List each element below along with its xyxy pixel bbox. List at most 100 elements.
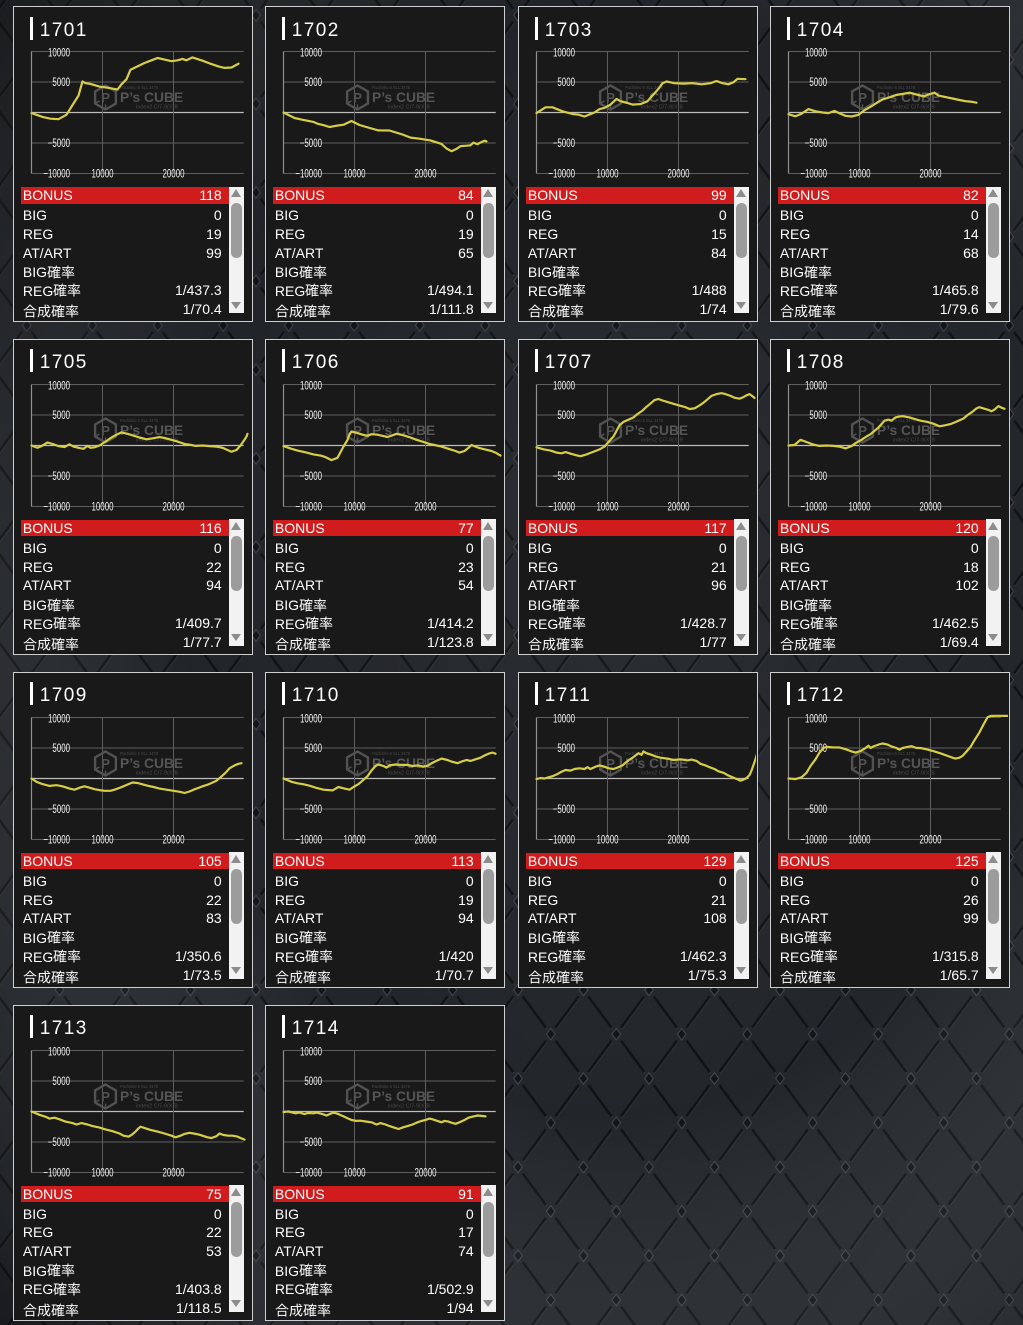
svg-text:10000: 10000 [805, 380, 827, 393]
svg-text:P’s CUBE: P’s CUBE [625, 756, 688, 771]
svg-text:10000: 10000 [300, 713, 322, 726]
svg-text:−5000: −5000 [48, 470, 70, 483]
svg-text:5000: 5000 [304, 409, 322, 422]
svg-text:−10000: −10000 [43, 501, 70, 514]
svg-text:20000: 20000 [414, 834, 436, 847]
svg-text:−10000: −10000 [295, 1167, 322, 1180]
svg-text:20000: 20000 [162, 834, 184, 847]
svg-text:Pachinko 5 SLL 3478: Pachinko 5 SLL 3478 [877, 418, 916, 423]
svg-text:10000: 10000 [343, 834, 365, 847]
svg-text:P: P [353, 1089, 362, 1104]
svg-text:10000: 10000 [48, 380, 70, 393]
svg-text:20000: 20000 [162, 501, 184, 514]
svg-text:20000: 20000 [667, 501, 689, 514]
svg-text:20000: 20000 [414, 168, 436, 181]
svg-text:20000: 20000 [414, 1167, 436, 1180]
svg-text:−10000: −10000 [548, 834, 575, 847]
svg-text:index2 C/7-9(X)B: index2 C/7-9(X)B [641, 105, 684, 111]
svg-text:−5000: −5000 [48, 803, 70, 816]
svg-text:P: P [101, 1089, 110, 1104]
svg-text:−10000: −10000 [800, 168, 827, 181]
svg-text:5000: 5000 [557, 742, 575, 755]
svg-text:−10000: −10000 [295, 168, 322, 181]
svg-text:−10000: −10000 [548, 168, 575, 181]
svg-text:10000: 10000 [553, 47, 575, 60]
svg-text:index2 C/7-9(X)B: index2 C/7-9(X)B [136, 105, 179, 111]
svg-text:20000: 20000 [162, 168, 184, 181]
svg-text:5000: 5000 [304, 1075, 322, 1088]
svg-text:Pachinko 5 SLL 3478: Pachinko 5 SLL 3478 [120, 418, 159, 423]
svg-text:20000: 20000 [667, 834, 689, 847]
svg-text:Pachinko 5 SLL 3478: Pachinko 5 SLL 3478 [372, 751, 411, 756]
svg-text:index2 C/7-9(X)B: index2 C/7-9(X)B [136, 1103, 179, 1109]
svg-text:20000: 20000 [414, 501, 436, 514]
svg-text:−5000: −5000 [300, 137, 322, 150]
svg-text:−5000: −5000 [48, 137, 70, 150]
svg-text:Pachinko 5 SLL 3478: Pachinko 5 SLL 3478 [372, 85, 411, 90]
svg-text:10000: 10000 [300, 47, 322, 60]
svg-text:10000: 10000 [48, 1046, 70, 1059]
svg-text:−10000: −10000 [800, 834, 827, 847]
svg-text:Pachinko 5 SLL 3478: Pachinko 5 SLL 3478 [372, 1084, 411, 1089]
svg-text:10000: 10000 [596, 834, 618, 847]
svg-text:Pachinko 5 SLL 3478: Pachinko 5 SLL 3478 [120, 85, 159, 90]
svg-text:10000: 10000 [553, 380, 575, 393]
svg-text:P: P [101, 756, 110, 771]
svg-text:−5000: −5000 [805, 470, 827, 483]
svg-text:P: P [353, 756, 362, 771]
svg-text:−5000: −5000 [48, 1136, 70, 1149]
svg-text:P’s CUBE: P’s CUBE [120, 1089, 183, 1104]
svg-text:10000: 10000 [91, 834, 113, 847]
svg-text:10000: 10000 [91, 501, 113, 514]
svg-text:index2 C/7-9(X)B: index2 C/7-9(X)B [893, 437, 936, 443]
svg-text:5000: 5000 [809, 409, 827, 422]
svg-text:P’s CUBE: P’s CUBE [877, 423, 940, 438]
svg-text:Pachinko 5 SLL 3478: Pachinko 5 SLL 3478 [625, 418, 664, 423]
svg-text:P’s CUBE: P’s CUBE [120, 423, 183, 438]
svg-text:Pachinko 5 SLL 3478: Pachinko 5 SLL 3478 [625, 85, 664, 90]
svg-text:−5000: −5000 [300, 470, 322, 483]
svg-text:10000: 10000 [343, 168, 365, 181]
svg-text:5000: 5000 [557, 76, 575, 89]
svg-text:10000: 10000 [343, 1167, 365, 1180]
svg-text:10000: 10000 [300, 1046, 322, 1059]
svg-text:−5000: −5000 [553, 470, 575, 483]
svg-text:Pachinko 5 SLL 3478: Pachinko 5 SLL 3478 [120, 1084, 159, 1089]
svg-text:−10000: −10000 [548, 501, 575, 514]
svg-text:−5000: −5000 [805, 803, 827, 816]
svg-text:P: P [606, 423, 615, 438]
svg-text:5000: 5000 [52, 409, 70, 422]
svg-text:index2 C/7-9(X)B: index2 C/7-9(X)B [641, 437, 684, 443]
svg-text:index2 C/7-9(X)B: index2 C/7-9(X)B [388, 437, 431, 443]
svg-text:−10000: −10000 [43, 1167, 70, 1180]
svg-text:10000: 10000 [48, 713, 70, 726]
svg-text:10000: 10000 [91, 168, 113, 181]
svg-text:index2 C/7-9(X)B: index2 C/7-9(X)B [893, 770, 936, 776]
svg-text:P: P [858, 756, 867, 771]
svg-text:Pachinko 5 SLL 3478: Pachinko 5 SLL 3478 [877, 751, 916, 756]
svg-text:5000: 5000 [52, 742, 70, 755]
svg-text:10000: 10000 [343, 501, 365, 514]
svg-text:20000: 20000 [919, 501, 941, 514]
svg-text:10000: 10000 [848, 834, 870, 847]
svg-text:P: P [353, 423, 362, 438]
svg-text:P: P [858, 423, 867, 438]
svg-text:−10000: −10000 [295, 501, 322, 514]
svg-text:−10000: −10000 [43, 168, 70, 181]
svg-text:−10000: −10000 [295, 834, 322, 847]
svg-text:10000: 10000 [805, 47, 827, 60]
svg-text:P’s CUBE: P’s CUBE [120, 756, 183, 771]
svg-text:index2 C/7-9(X)B: index2 C/7-9(X)B [136, 437, 179, 443]
svg-text:10000: 10000 [848, 501, 870, 514]
svg-text:P: P [606, 91, 615, 106]
svg-text:P: P [101, 91, 110, 106]
svg-text:−10000: −10000 [43, 834, 70, 847]
svg-text:−5000: −5000 [300, 803, 322, 816]
svg-text:−10000: −10000 [800, 501, 827, 514]
svg-text:5000: 5000 [304, 76, 322, 89]
svg-text:10000: 10000 [91, 1167, 113, 1180]
svg-text:index2 C/7-9(X)B: index2 C/7-9(X)B [388, 770, 431, 776]
svg-text:index2 C/7-9(X)B: index2 C/7-9(X)B [388, 1103, 431, 1109]
svg-text:P: P [606, 756, 615, 771]
svg-text:5000: 5000 [809, 742, 827, 755]
